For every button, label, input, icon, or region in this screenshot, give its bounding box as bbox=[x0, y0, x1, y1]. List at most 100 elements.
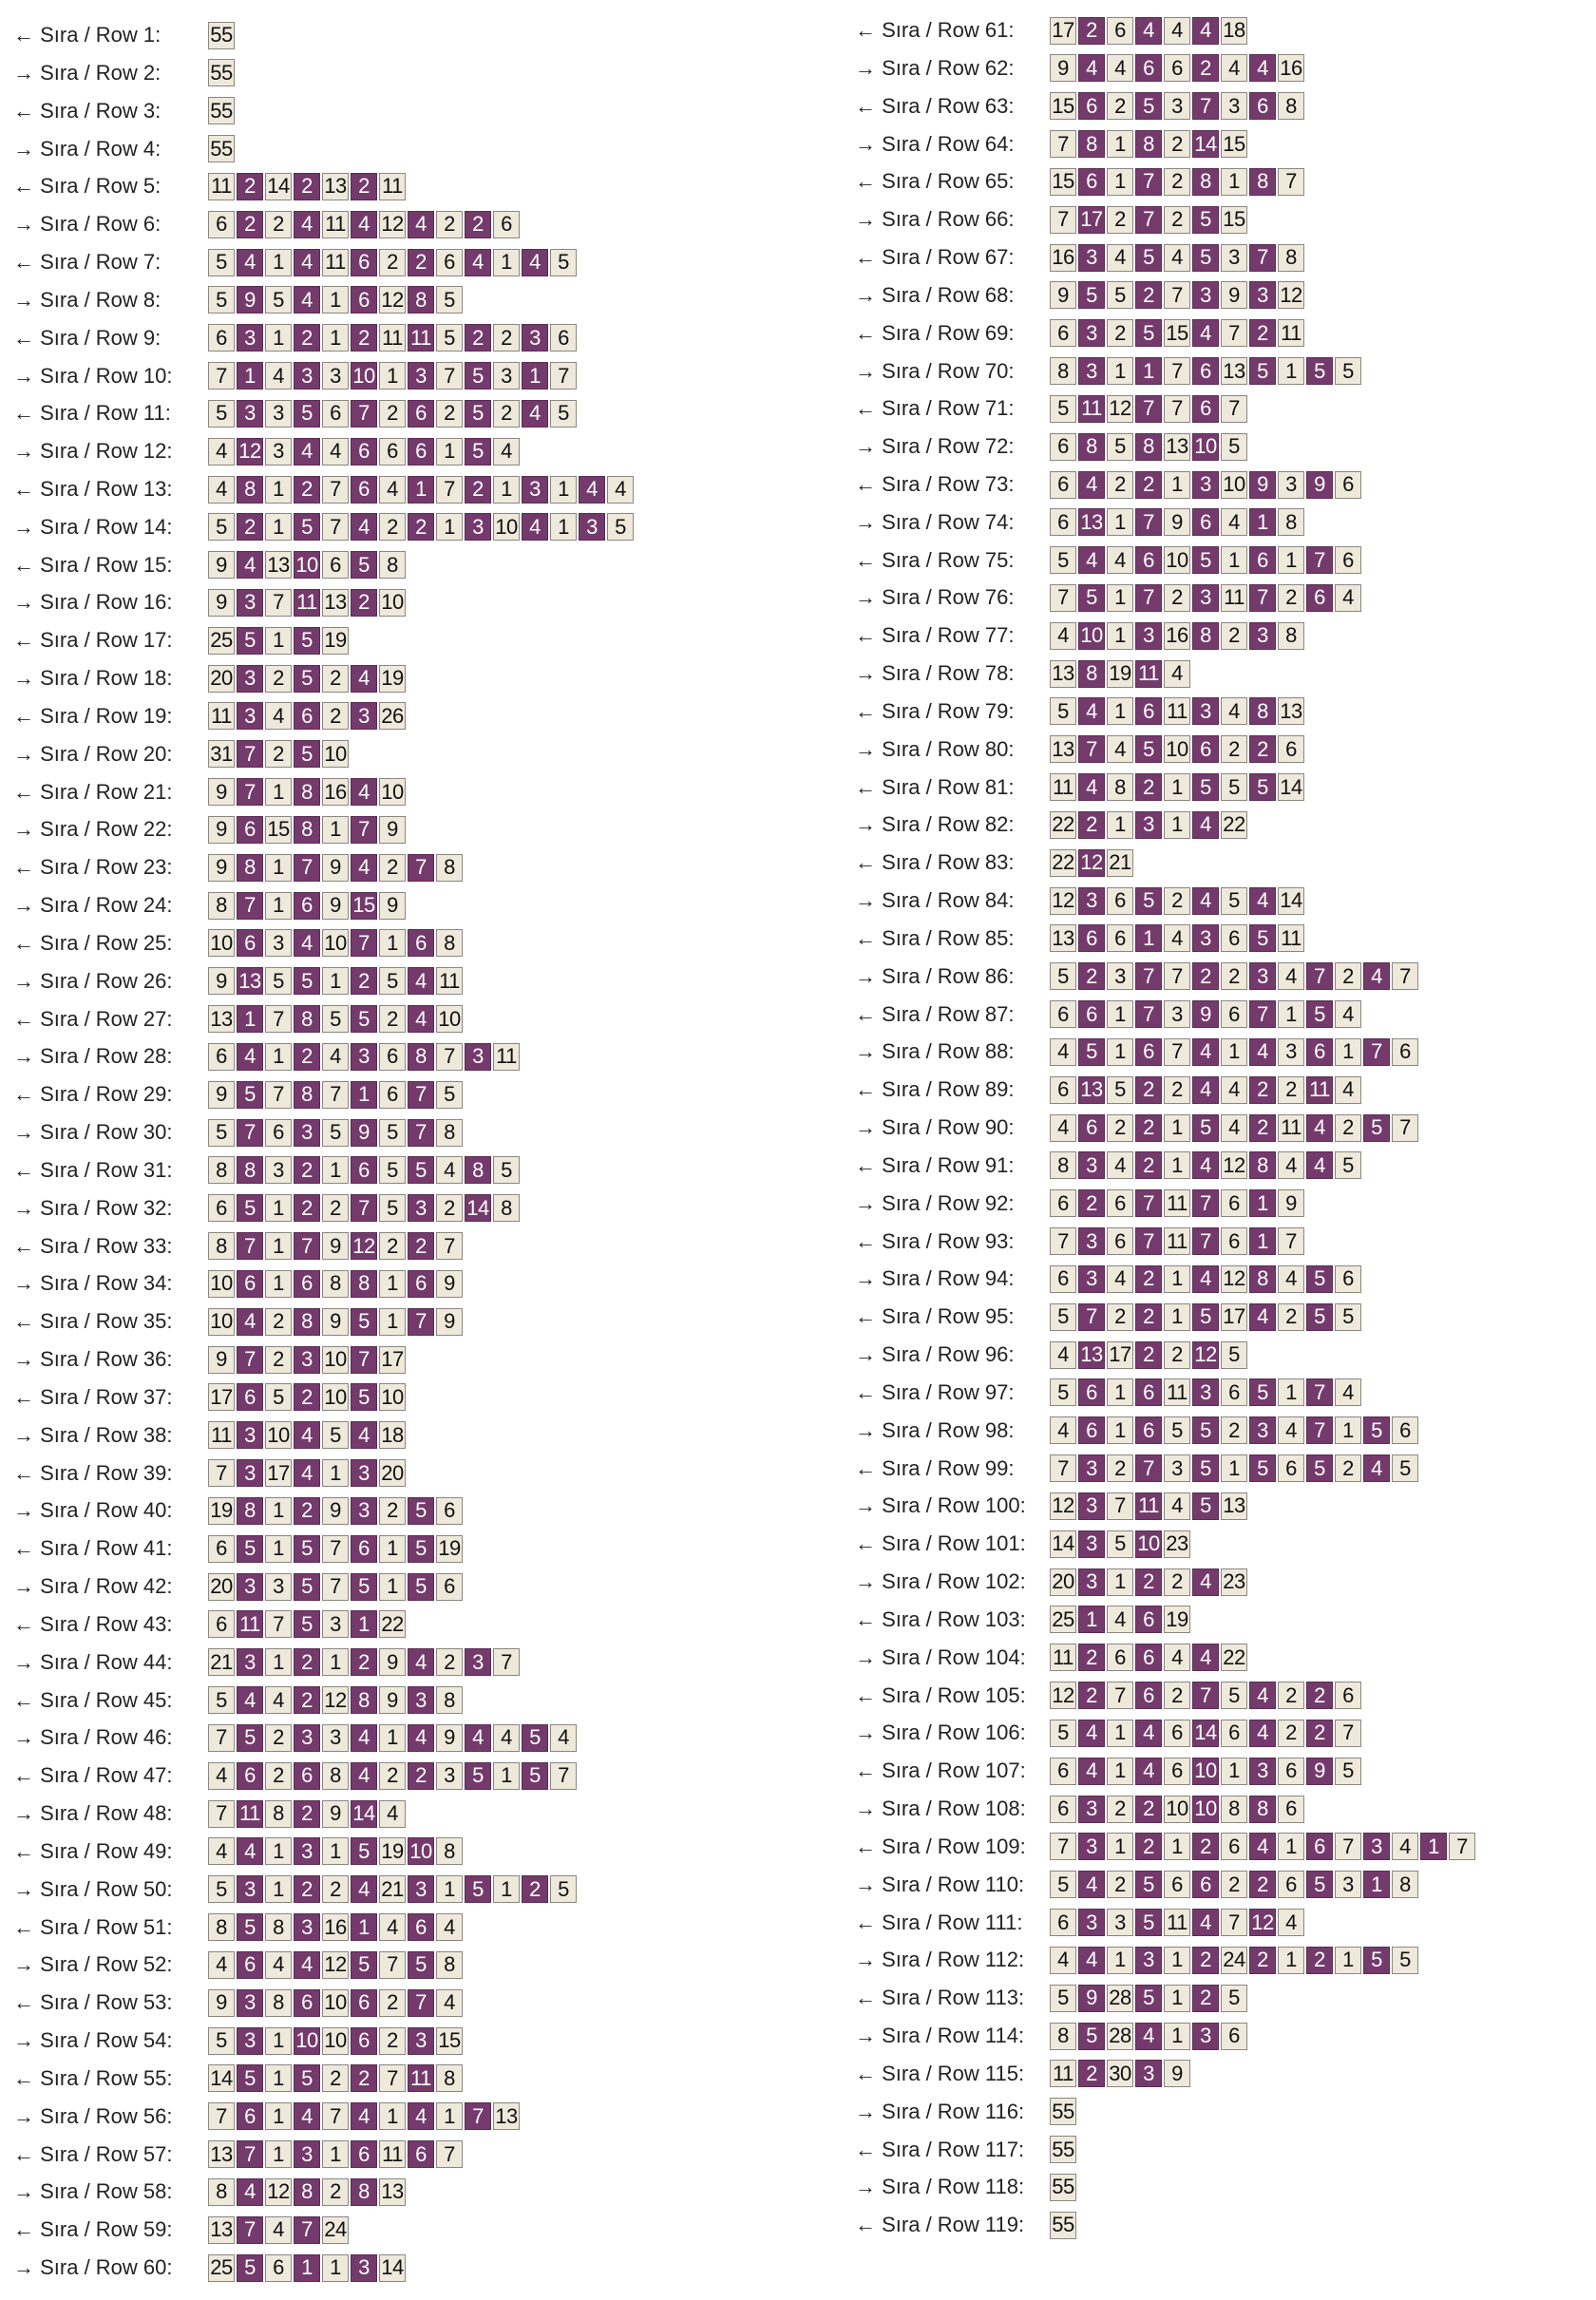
stitch-count-value: 7 bbox=[1143, 585, 1154, 610]
stitch-count-main: 2 bbox=[1107, 92, 1133, 121]
stitch-count-main: 7 bbox=[550, 362, 577, 390]
pattern-row: → Sıra / Row 40: 19 8 1 2 9 3 2 5 6 bbox=[13, 1496, 463, 1525]
stitch-count-value: 7 bbox=[1171, 963, 1183, 988]
stitch-count-value: 7 bbox=[415, 1082, 427, 1107]
pattern-row: → Sıra / Row 60: 25 5 6 1 1 3 14 bbox=[13, 2253, 406, 2282]
stitch-count-contrast: 13 bbox=[237, 967, 263, 996]
stitch-count-value: 12 bbox=[1223, 1152, 1245, 1177]
stitch-count-value: 8 bbox=[1086, 131, 1097, 156]
stitch-count-value: 6 bbox=[301, 1763, 313, 1788]
row-label: → Sıra / Row 52: bbox=[13, 1952, 173, 1977]
stitch-count-main: 4 bbox=[1050, 1340, 1076, 1369]
stitch-count-value: 2 bbox=[501, 401, 512, 426]
stitch-count-value: 11 bbox=[382, 174, 403, 199]
stitch-count-value: 4 bbox=[558, 1725, 569, 1750]
stitch-count-contrast: 5 bbox=[1306, 1871, 1333, 1899]
stitch-count-contrast: 2 bbox=[294, 1496, 320, 1525]
stitch-count-value: 6 bbox=[216, 325, 227, 350]
stitch-count-value: 1 bbox=[1114, 1039, 1126, 1064]
stitch-count-contrast: 4 bbox=[237, 551, 263, 580]
stitch-count-value: 4 bbox=[244, 1838, 256, 1863]
stitch-count-main: 5 bbox=[1050, 1871, 1076, 1899]
stitch-count-contrast: 8 bbox=[1249, 1264, 1276, 1293]
stitch-count-main: 4 bbox=[208, 1837, 235, 1866]
stitch-count-value: 8 bbox=[444, 930, 455, 955]
stitch-count-value: 9 bbox=[330, 1801, 341, 1825]
stitch-count-value: 20 bbox=[1052, 1569, 1074, 1593]
stitch-count-value: 5 bbox=[1114, 282, 1126, 307]
stitch-count-value: 4 bbox=[472, 1725, 484, 1750]
stitch-count-value: 7 bbox=[1456, 1834, 1468, 1858]
stitch-count-value: 9 bbox=[1285, 1190, 1297, 1215]
stitch-count-main: 5 bbox=[607, 513, 634, 542]
stitch-count-contrast: 4 bbox=[237, 1837, 263, 1866]
stitch-count-contrast: 4 bbox=[294, 2102, 320, 2131]
stitch-count-value: 5 bbox=[1086, 1039, 1097, 1064]
stitch-count-value: 4 bbox=[1342, 585, 1354, 610]
stitch-count-main: 1 bbox=[436, 437, 463, 466]
stitch-count-contrast: 6 bbox=[1135, 697, 1162, 726]
stitch-count-main: 22 bbox=[1221, 810, 1247, 839]
stitch-count-contrast: 7 bbox=[465, 2102, 491, 2131]
stitch-count-value: 22 bbox=[1223, 1644, 1245, 1669]
stitch-count-contrast: 8 bbox=[1192, 167, 1219, 196]
stitch-count-value: 9 bbox=[1200, 1001, 1211, 1026]
stitch-count-main: 2 bbox=[1164, 1075, 1190, 1104]
stitch-count-value: 9 bbox=[1314, 472, 1325, 496]
stitch-count-contrast: 2 bbox=[1249, 1871, 1276, 1899]
stitch-count-value: 10 bbox=[381, 779, 404, 804]
stitch-count-value: 23 bbox=[1166, 1531, 1188, 1556]
stitch-count-value: 10 bbox=[1166, 736, 1188, 761]
stitch-count-main: 15 bbox=[436, 2026, 463, 2055]
stitch-count-value: 3 bbox=[1086, 1266, 1097, 1291]
stitch-count-main: 2 bbox=[1107, 205, 1133, 234]
row-label: → Sıra / Row 82: bbox=[855, 812, 1015, 837]
stitch-count-contrast: 6 bbox=[1135, 54, 1162, 83]
stitch-count-value: 25 bbox=[210, 2255, 233, 2279]
stitch-count-contrast: 2 bbox=[1192, 54, 1219, 83]
stitch-count-contrast: 6 bbox=[1135, 1606, 1162, 1634]
stitch-count-value: 2 bbox=[330, 666, 341, 691]
stitch-count-contrast: 5 bbox=[351, 1950, 377, 1979]
stitch-count-main: 1 bbox=[265, 853, 292, 882]
pattern-row: ← Sıra / Row 95: 5 7 2 2 1 5 17 4 2 5 5 bbox=[855, 1302, 1361, 1331]
stitch-count-contrast: 13 bbox=[1078, 508, 1105, 537]
stitch-count-value: 1 bbox=[273, 1838, 284, 1863]
stitch-count-value: 7 bbox=[1143, 1228, 1154, 1253]
stitch-count-value: 5 bbox=[1200, 1115, 1211, 1140]
stitch-count-contrast: 1 bbox=[1249, 1227, 1276, 1256]
stitch-count-value: 7 bbox=[244, 2217, 256, 2242]
row-label: → Sıra / Row 104: bbox=[855, 1644, 1026, 1669]
stitch-count-main: 6 bbox=[1164, 1757, 1190, 1785]
stitch-cells: 10 4 2 8 9 5 1 7 9 bbox=[208, 1307, 463, 1336]
stitch-count-contrast: 7 bbox=[237, 2140, 263, 2168]
stitch-count-value: 1 bbox=[1285, 358, 1297, 383]
stitch-count-contrast: 6 bbox=[294, 891, 320, 920]
stitch-count-contrast: 8 bbox=[465, 1156, 491, 1185]
stitch-count-value: 3 bbox=[1257, 1758, 1268, 1783]
stitch-cells: 12 2 7 6 2 7 5 4 2 2 6 bbox=[1050, 1682, 1361, 1709]
stitch-count-contrast: 5 bbox=[1078, 281, 1105, 310]
stitch-count-main: 6 bbox=[1221, 1227, 1247, 1256]
stitch-count-value: 6 bbox=[1086, 1001, 1097, 1026]
stitch-count-main: 19 bbox=[208, 1496, 235, 1525]
stitch-count-main: 1 bbox=[379, 362, 406, 390]
stitch-count-main: 1 bbox=[379, 1269, 406, 1298]
stitch-count-main: 2 bbox=[379, 2026, 406, 2055]
stitch-count-contrast: 4 bbox=[465, 248, 491, 276]
stitch-count-value: 6 bbox=[1143, 1682, 1154, 1707]
stitch-count-value: 7 bbox=[216, 1801, 227, 1825]
stitch-count-value: 4 bbox=[1399, 1834, 1411, 1858]
stitch-count-main: 5 bbox=[1335, 1757, 1361, 1785]
stitch-count-value: 7 bbox=[1200, 1190, 1211, 1215]
pattern-row: ← Sıra / Row 79: 5 4 1 6 11 3 4 8 13 bbox=[855, 697, 1304, 726]
stitch-count-value: 4 bbox=[387, 1914, 398, 1939]
stitch-count-main: 5 bbox=[1050, 394, 1076, 423]
stitch-count-main: 7 bbox=[1164, 1037, 1190, 1066]
stitch-count-main: 1 bbox=[322, 1837, 349, 1866]
stitch-count-contrast: 3 bbox=[1249, 281, 1276, 310]
stitch-count-main: 7 bbox=[436, 1232, 463, 1261]
stitch-count-value: 13 bbox=[381, 2179, 404, 2204]
stitch-count-contrast: 3 bbox=[408, 1875, 434, 1904]
stitch-count-main: 1 bbox=[1335, 1037, 1361, 1066]
